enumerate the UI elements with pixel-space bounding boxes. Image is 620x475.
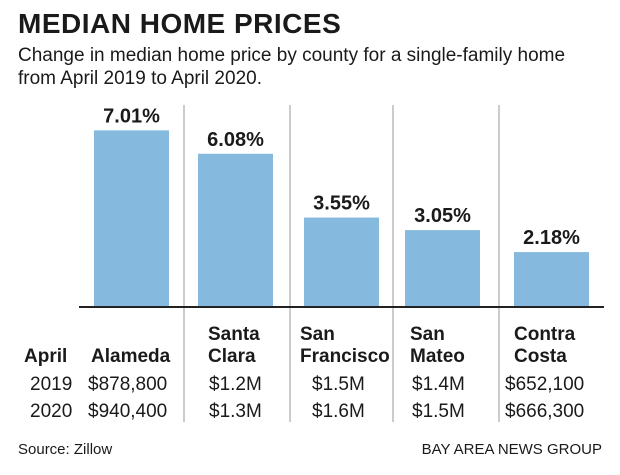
county-header-contra-costa-line1: Contra — [514, 324, 576, 345]
county-header-san-francisco-line2: Francisco — [300, 346, 390, 367]
bar-contra-costa — [514, 252, 589, 307]
bar-santa-clara — [198, 153, 273, 307]
data-label: 6.08% — [207, 129, 264, 151]
county-header-santa-clara-line2: Clara — [208, 346, 256, 367]
table-cell: $1.4M — [412, 374, 465, 395]
table-cell: $1.3M — [209, 401, 262, 422]
bar-alameda — [94, 130, 169, 307]
county-header-san-mateo-line2: Mateo — [410, 346, 465, 367]
table-cell: $940,400 — [88, 401, 168, 422]
table-cell: $1.5M — [412, 401, 465, 422]
county-header-san-francisco-line1: San — [300, 324, 335, 345]
data-label: 7.01% — [103, 105, 160, 127]
credit-line: BAY AREA NEWS GROUP — [421, 441, 602, 458]
table-cell: $666,300 — [505, 401, 585, 422]
data-label: 3.05% — [414, 205, 471, 227]
table-cell: $1.5M — [312, 374, 365, 395]
data-label: 3.55% — [313, 193, 370, 215]
bar-san-francisco — [304, 217, 379, 307]
table-row-header-label: April — [24, 346, 68, 367]
table-cell: $1.6M — [312, 401, 365, 422]
county-header-alameda: Alameda — [91, 346, 171, 367]
bar-san-mateo — [405, 230, 480, 307]
county-header-san-mateo-line1: San — [410, 324, 445, 345]
chart-title: MEDIAN HOME PRICES — [18, 8, 342, 39]
row-year-2020: 2020 — [30, 401, 73, 422]
county-header-contra-costa-line2: Costa — [514, 346, 567, 367]
chart-subtitle: Change in median home price by county fo… — [18, 45, 566, 89]
county-header-santa-clara-line1: Santa — [208, 324, 260, 345]
row-year-2019: 2019 — [30, 374, 73, 395]
source-note: Source: Zillow — [18, 441, 113, 458]
table-cell: $878,800 — [88, 374, 168, 395]
table-cell: $652,100 — [505, 374, 585, 395]
table-cell: $1.2M — [209, 374, 262, 395]
data-label: 2.18% — [523, 227, 580, 249]
